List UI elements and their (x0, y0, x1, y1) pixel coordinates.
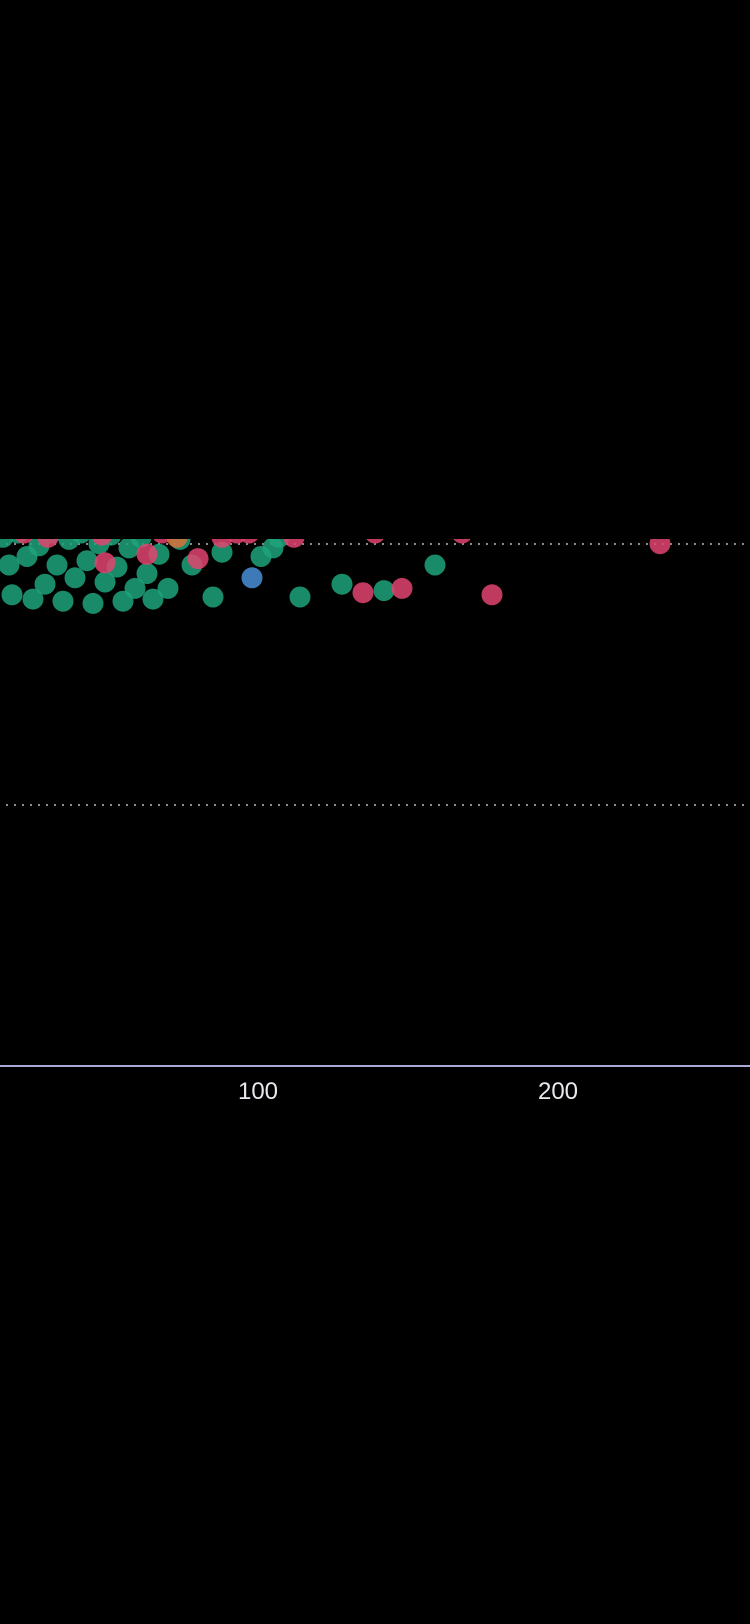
data-point-pink-4 (94, 552, 116, 574)
data-point-pink-11 (283, 539, 305, 548)
data-point-green-37 (331, 573, 353, 595)
data-point-green-11 (52, 590, 74, 612)
data-point-green-25 (136, 563, 158, 584)
data-point-green-3 (1, 584, 23, 606)
data-point-green-12 (58, 539, 80, 550)
data-point-pink-13 (352, 582, 374, 604)
data-point-pink-15 (453, 539, 471, 544)
data-points (0, 539, 671, 614)
gridlines (6, 543, 745, 806)
data-point-orange-1 (166, 539, 188, 548)
data-point-green-35 (268, 539, 290, 548)
data-point-pink-5 (136, 543, 158, 565)
data-point-pink-2 (37, 539, 59, 548)
data-point-green-31 (202, 586, 224, 608)
data-point-green-2 (0, 554, 20, 576)
data-point-green-16 (82, 592, 104, 614)
data-point-green-38 (373, 580, 395, 602)
data-point-green-8 (34, 573, 56, 595)
data-point-pink-10 (240, 539, 258, 544)
data-point-pink-12 (366, 539, 384, 544)
data-point-green-39 (424, 554, 446, 576)
data-point-pink-7 (187, 548, 209, 570)
data-point-green-1 (0, 539, 14, 548)
data-point-green-6 (22, 588, 44, 610)
data-point-green-18 (94, 571, 116, 593)
data-point-pink-6 (153, 539, 171, 544)
data-point-green-23 (124, 577, 146, 599)
data-point-green-26 (142, 588, 164, 610)
data-point-pink-14 (391, 577, 413, 599)
data-point-pink-1 (15, 539, 33, 544)
data-point-pink-17 (649, 539, 671, 555)
data-point-pink-8 (211, 539, 233, 548)
x-tick-label-200: 200 (538, 1078, 578, 1105)
data-point-green-32 (211, 541, 233, 563)
data-point-green-14 (72, 539, 90, 544)
data-point-pink-3 (92, 539, 112, 546)
x-axis: 100 200 (0, 1065, 750, 1105)
data-point-green-10 (46, 554, 68, 576)
data-point-green-15 (76, 550, 98, 572)
data-point-green-36 (289, 586, 311, 608)
data-point-green-13 (64, 567, 86, 589)
data-point-green-28 (157, 577, 179, 599)
x-tick-label-100: 100 (238, 1078, 278, 1105)
data-point-blue-1 (241, 567, 263, 589)
data-point-pink-16 (481, 584, 503, 606)
